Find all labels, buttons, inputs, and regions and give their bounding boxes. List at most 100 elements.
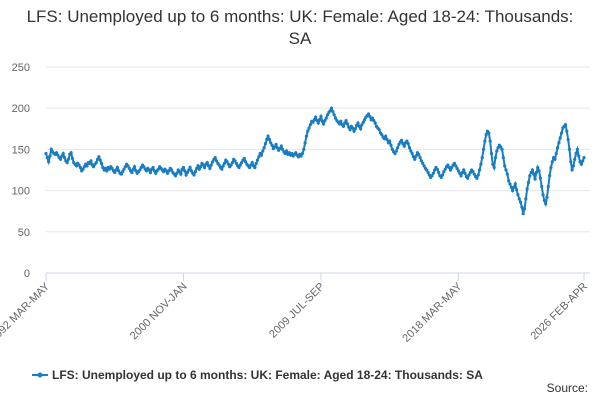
x-tick-label: 2000 NOV-JAN [128, 281, 190, 343]
data-point [553, 157, 557, 161]
data-point [467, 173, 471, 177]
data-point [411, 155, 416, 159]
y-tick-label: 150 [12, 144, 30, 156]
data-point [250, 160, 254, 165]
data-point [319, 114, 323, 119]
data-point [303, 141, 307, 145]
data-point [229, 163, 233, 167]
data-point [126, 164, 130, 168]
data-point [127, 166, 131, 170]
data-point [238, 163, 242, 167]
data-point [372, 118, 376, 123]
data-point [201, 163, 205, 167]
data-point [582, 156, 586, 160]
data-point [575, 147, 579, 151]
data-point [414, 154, 418, 158]
data-point [545, 195, 549, 199]
data-point [144, 169, 149, 173]
data-point [522, 207, 527, 211]
data-point [99, 161, 104, 166]
data-point [142, 165, 146, 169]
data-point [244, 160, 248, 164]
data-point [151, 165, 155, 170]
data-point [242, 156, 246, 161]
data-point [541, 193, 545, 197]
x-tick-label: 2018 MAR-MAY [400, 280, 465, 345]
data-point [107, 167, 112, 171]
data-point [468, 170, 472, 175]
data-point [489, 151, 494, 156]
data-point [499, 145, 503, 149]
data-point [48, 154, 52, 158]
data-point [571, 164, 576, 168]
data-point [306, 129, 310, 133]
data-point [511, 189, 515, 193]
data-point [431, 171, 435, 175]
data-point [290, 151, 294, 156]
data-point [320, 119, 324, 123]
data-point [296, 155, 301, 159]
data-point [69, 151, 73, 155]
data-point [220, 167, 224, 171]
data-point [210, 160, 215, 164]
data-point [259, 153, 264, 157]
data-point [179, 172, 183, 176]
data-point [88, 161, 92, 166]
data-point [448, 168, 453, 172]
data-point [540, 184, 544, 189]
data-point [454, 164, 458, 168]
data-point [393, 151, 397, 156]
data-point [267, 137, 271, 142]
data-point [348, 128, 352, 132]
data-point [199, 165, 203, 169]
data-point [156, 167, 160, 171]
data-point [458, 171, 462, 175]
data-point [89, 159, 93, 163]
data-point [558, 136, 562, 140]
data-point [385, 137, 389, 142]
data-point [366, 112, 371, 116]
data-point [214, 159, 219, 163]
data-point [47, 160, 51, 164]
data-point [284, 149, 289, 153]
data-point [316, 121, 320, 125]
data-point [266, 134, 270, 138]
data-point [500, 147, 504, 151]
y-tick-label: 100 [12, 186, 30, 198]
data-point [249, 163, 253, 167]
data-point [447, 165, 451, 170]
data-point [181, 165, 186, 170]
source-label: Source: [547, 381, 588, 395]
data-point [183, 169, 187, 173]
data-point [304, 134, 309, 138]
data-point [501, 156, 505, 160]
data-point [103, 166, 108, 170]
data-point [152, 169, 156, 173]
data-point [532, 172, 536, 176]
data-point [471, 170, 475, 174]
data-point [209, 163, 213, 167]
data-point [370, 116, 375, 120]
data-point [122, 167, 126, 171]
data-point [466, 176, 470, 180]
data-point [567, 147, 572, 151]
data-point [226, 162, 231, 166]
data-point [435, 167, 439, 171]
data-point [230, 160, 234, 165]
data-point [397, 142, 401, 147]
data-point [487, 131, 491, 135]
data-point [345, 122, 349, 126]
y-tick-label: 250 [12, 62, 30, 74]
data-point [206, 164, 211, 168]
data-point [281, 147, 285, 151]
data-point [402, 144, 406, 148]
data-point [528, 174, 532, 178]
data-point [418, 156, 422, 160]
data-point [95, 157, 100, 161]
data-point [343, 121, 347, 125]
data-point [299, 154, 303, 158]
data-point [308, 123, 312, 127]
data-point [222, 161, 227, 166]
data-point [213, 156, 217, 160]
data-point [446, 163, 450, 167]
